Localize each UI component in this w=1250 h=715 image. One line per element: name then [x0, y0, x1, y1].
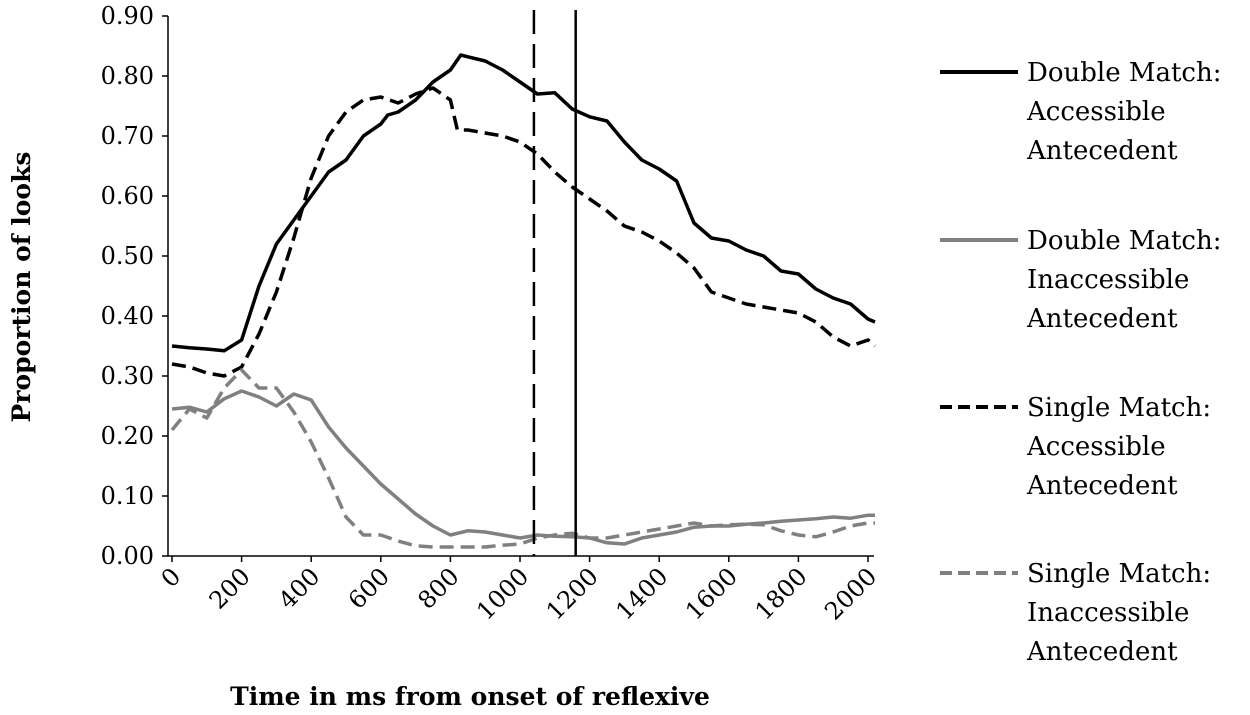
legend-label-4: Inaccessible	[1027, 598, 1189, 628]
x-tick-label: 400	[273, 562, 325, 614]
y-tick-label: 0.10	[101, 482, 154, 510]
x-tick-label: 2000	[819, 562, 882, 625]
reference-lines	[532, 10, 577, 556]
series-line-3	[171, 86, 877, 378]
y-tick-label: 0.00	[101, 542, 154, 570]
x-tick-label: 1000	[471, 562, 534, 625]
x-tick-label: 600	[343, 562, 395, 614]
legend-label-2: Inaccessible	[1027, 265, 1189, 295]
legend-label-4: Antecedent	[1026, 637, 1178, 667]
x-tick-label: 1800	[750, 562, 813, 625]
y-axis-ticks: 0.00 0.10 0.20 0.30 0.40 0.50 0.60 0.70 0.80 0.90	[101, 2, 168, 570]
x-axis-ticks: 0 200 400 600 800 1000 1200 1400 1600 1800 2000	[156, 556, 882, 625]
x-axis-title: Time in ms from onset of reflexive	[230, 682, 710, 711]
x-tick-label: 0	[156, 562, 187, 593]
x-tick-label: 200	[204, 562, 256, 614]
legend-label-3: Single Match:	[1027, 393, 1211, 423]
legend-label-3: Antecedent	[1026, 471, 1178, 501]
legend-label-1: Accessible	[1026, 97, 1166, 127]
legend-label-1: Double Match:	[1027, 58, 1222, 88]
y-tick-label: 0.20	[101, 422, 154, 450]
x-tick-label: 800	[412, 562, 464, 614]
y-tick-label: 0.90	[101, 2, 154, 30]
series-layer	[170, 53, 877, 549]
y-tick-label: 0.40	[101, 302, 154, 330]
y-tick-label: 0.70	[101, 122, 154, 150]
plot-area	[167, 16, 874, 557]
x-tick-label: 1200	[541, 562, 604, 625]
legend-label-3: Accessible	[1026, 432, 1166, 462]
legend-label-2: Antecedent	[1026, 304, 1178, 334]
legend-label-2: Double Match:	[1027, 226, 1222, 256]
series-line-2	[171, 389, 875, 546]
y-tick-label: 0.80	[101, 62, 154, 90]
y-axis-title: Proportion of looks	[7, 152, 36, 423]
x-tick-label: 1400	[610, 562, 673, 625]
legend-label-1: Antecedent	[1026, 136, 1178, 166]
y-tick-label: 0.30	[101, 362, 154, 390]
legend-label-4: Single Match:	[1027, 559, 1211, 589]
series-line-1	[171, 53, 876, 353]
series-line-4	[170, 368, 875, 549]
x-tick-label: 1600	[680, 562, 743, 625]
legend: Double Match: Accessible Antecedent Double …	[940, 58, 1222, 667]
y-tick-label: 0.60	[101, 182, 154, 210]
y-tick-label: 0.50	[101, 242, 154, 270]
